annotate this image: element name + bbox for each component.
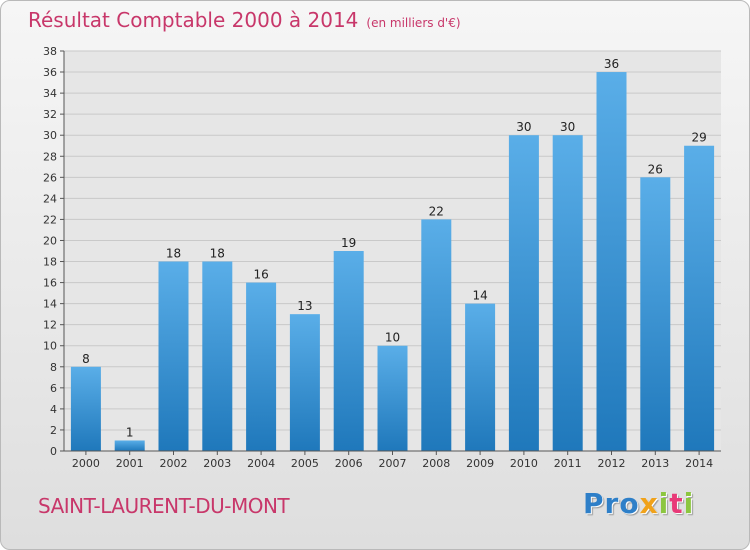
data-labels: 8 1 18 18 16 13 19 10 22 14 30 30 36 26 29 [82,57,707,439]
y-tick-label: 30 [43,129,57,142]
data-label-2006: 19 [341,236,356,250]
data-label-2013: 26 [648,162,663,176]
y-tick-label: 38 [43,45,57,58]
data-label-2011: 30 [560,120,575,134]
logo-letter: t [669,487,684,520]
bar-2004 [246,282,277,451]
logo-letter: i [683,487,695,520]
y-tick-label: 24 [43,192,57,205]
x-tick-label: 2003 [203,457,231,470]
y-tick-label: 4 [50,403,57,416]
x-tick-label: 2000 [72,457,100,470]
y-tick-label: 6 [50,382,57,395]
y-tick-label: 32 [43,108,57,121]
bar-2014 [684,145,715,451]
logo-letter: o [619,487,640,520]
chart-subtitle: (en milliers d'€) [366,16,461,30]
bar-2003 [202,261,233,451]
data-label-2005: 13 [297,299,312,313]
data-label-2004: 16 [253,268,268,282]
logo-letter: P [583,487,605,520]
data-label-2000: 8 [82,352,90,366]
bar-2012 [596,72,627,451]
data-label-2008: 22 [429,204,444,218]
bar-2013 [640,177,671,451]
commune-name: SAINT-LAURENT-DU-MONT [38,494,290,518]
x-tick-label: 2013 [641,457,669,470]
bar-2005 [289,314,320,451]
y-tick-label: 12 [43,319,57,332]
bar-2001 [114,440,145,451]
x-tick-label: 2006 [335,457,363,470]
y-tick-label: 34 [43,87,57,100]
y-tick-label: 8 [50,361,57,374]
x-tick-label: 2002 [160,457,188,470]
y-tick-label: 26 [43,171,57,184]
proxiti-logo[interactable]: Proxiti [583,487,694,520]
logo-letter: i [658,487,670,520]
x-tick-label: 2004 [247,457,275,470]
x-tick-label: 2012 [598,457,626,470]
y-tick-label: 22 [43,213,57,226]
data-label-2010: 30 [516,120,531,134]
x-tick-label: 2014 [685,457,713,470]
x-tick-label: 2010 [510,457,538,470]
chart-title: Résultat Comptable 2000 à 2014 (en millie… [28,8,461,32]
logo-letter: r [604,487,620,520]
bar-2009 [465,303,496,451]
bar-2006 [333,251,364,451]
x-tick-label: 2008 [422,457,450,470]
data-label-2012: 36 [604,57,619,71]
data-label-2009: 14 [472,289,487,303]
data-label-2014: 29 [691,131,706,145]
x-tick-label: 2007 [379,457,407,470]
y-tick-label: 0 [50,445,57,458]
y-tick-label: 10 [43,340,57,353]
y-tick-label: 28 [43,150,57,163]
data-label-2001: 1 [126,425,134,439]
data-label-2007: 10 [385,331,400,345]
data-label-2002: 18 [166,247,181,261]
bar-2000 [70,366,101,451]
chart-title-text: Résultat Comptable 2000 à 2014 [28,8,359,32]
y-tick-label: 20 [43,234,57,247]
data-label-2003: 18 [210,247,225,261]
bar-2011 [552,135,583,452]
x-tick-label: 2011 [554,457,582,470]
y-tick-label: 36 [43,66,57,79]
x-tick-label: 2009 [466,457,494,470]
bars [70,72,715,452]
x-tick-label: 2005 [291,457,319,470]
y-tick-label: 2 [50,424,57,437]
bar-2002 [158,261,189,451]
y-tick-label: 18 [43,256,57,269]
bar-2007 [377,345,408,451]
logo-letter: x [639,487,659,520]
bar-2010 [508,135,539,452]
x-tick-label: 2001 [116,457,144,470]
bar-2008 [421,219,452,451]
y-tick-label: 14 [43,298,57,311]
y-tick-label: 16 [43,277,57,290]
